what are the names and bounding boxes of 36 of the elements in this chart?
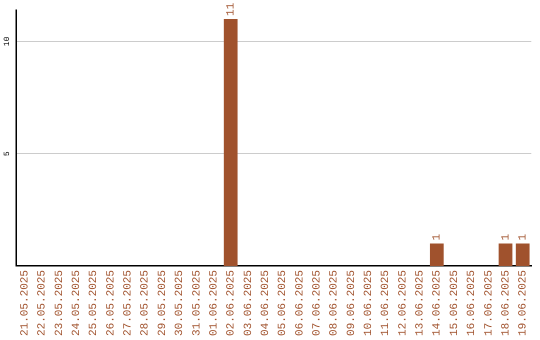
data-label: 11 bbox=[226, 2, 238, 16]
x-tick-label: 23.05.2025 bbox=[54, 270, 66, 336]
x-tick-label: 16.06.2025 bbox=[466, 270, 478, 336]
x-tick-label: 21.05.2025 bbox=[19, 270, 32, 336]
data-label: 1 bbox=[518, 234, 530, 241]
x-tick-label: 06.06.2025 bbox=[294, 270, 306, 336]
x-tick-label: 05.06.2025 bbox=[277, 270, 290, 336]
x-tick-label: 08.06.2025 bbox=[328, 270, 341, 336]
data-label: 1 bbox=[432, 234, 444, 241]
y-tick-label: 5 bbox=[3, 151, 12, 156]
y-tick-label: 10 bbox=[3, 36, 12, 46]
data-label: 1 bbox=[500, 234, 512, 241]
x-tick-label: 14.06.2025 bbox=[432, 270, 444, 336]
x-tick-label: 12.06.2025 bbox=[397, 270, 410, 336]
x-tick-label: 25.05.2025 bbox=[88, 270, 100, 336]
x-tick-label: 29.05.2025 bbox=[156, 270, 169, 336]
x-tick-label: 27.05.2025 bbox=[122, 270, 135, 336]
x-tick-label: 09.06.2025 bbox=[346, 270, 358, 336]
x-tick-label: 18.06.2025 bbox=[500, 270, 512, 336]
x-tick-label: 10.06.2025 bbox=[363, 270, 376, 336]
x-tick-label: 26.05.2025 bbox=[105, 270, 118, 336]
x-tick-label: 31.05.2025 bbox=[191, 270, 204, 336]
x-tick-label: 28.05.2025 bbox=[140, 270, 152, 336]
x-tick-label: 01.06.2025 bbox=[208, 270, 220, 336]
x-tick-label: 11.06.2025 bbox=[380, 270, 392, 336]
x-tick-label: 13.06.2025 bbox=[414, 270, 427, 336]
x-tick-label: 24.05.2025 bbox=[71, 270, 84, 336]
x-tick-label: 15.06.2025 bbox=[448, 270, 461, 336]
x-tick-label: 04.06.2025 bbox=[260, 270, 272, 336]
x-tick-label: 30.05.2025 bbox=[174, 270, 186, 336]
x-tick-label: 22.05.2025 bbox=[36, 270, 49, 336]
x-tick-label: 02.06.2025 bbox=[226, 270, 238, 336]
x-tick-label: 03.06.2025 bbox=[242, 270, 255, 336]
x-tick-label: 19.06.2025 bbox=[518, 270, 530, 336]
x-tick-label: 17.06.2025 bbox=[483, 270, 496, 336]
x-tick-label: 07.06.2025 bbox=[311, 270, 324, 336]
